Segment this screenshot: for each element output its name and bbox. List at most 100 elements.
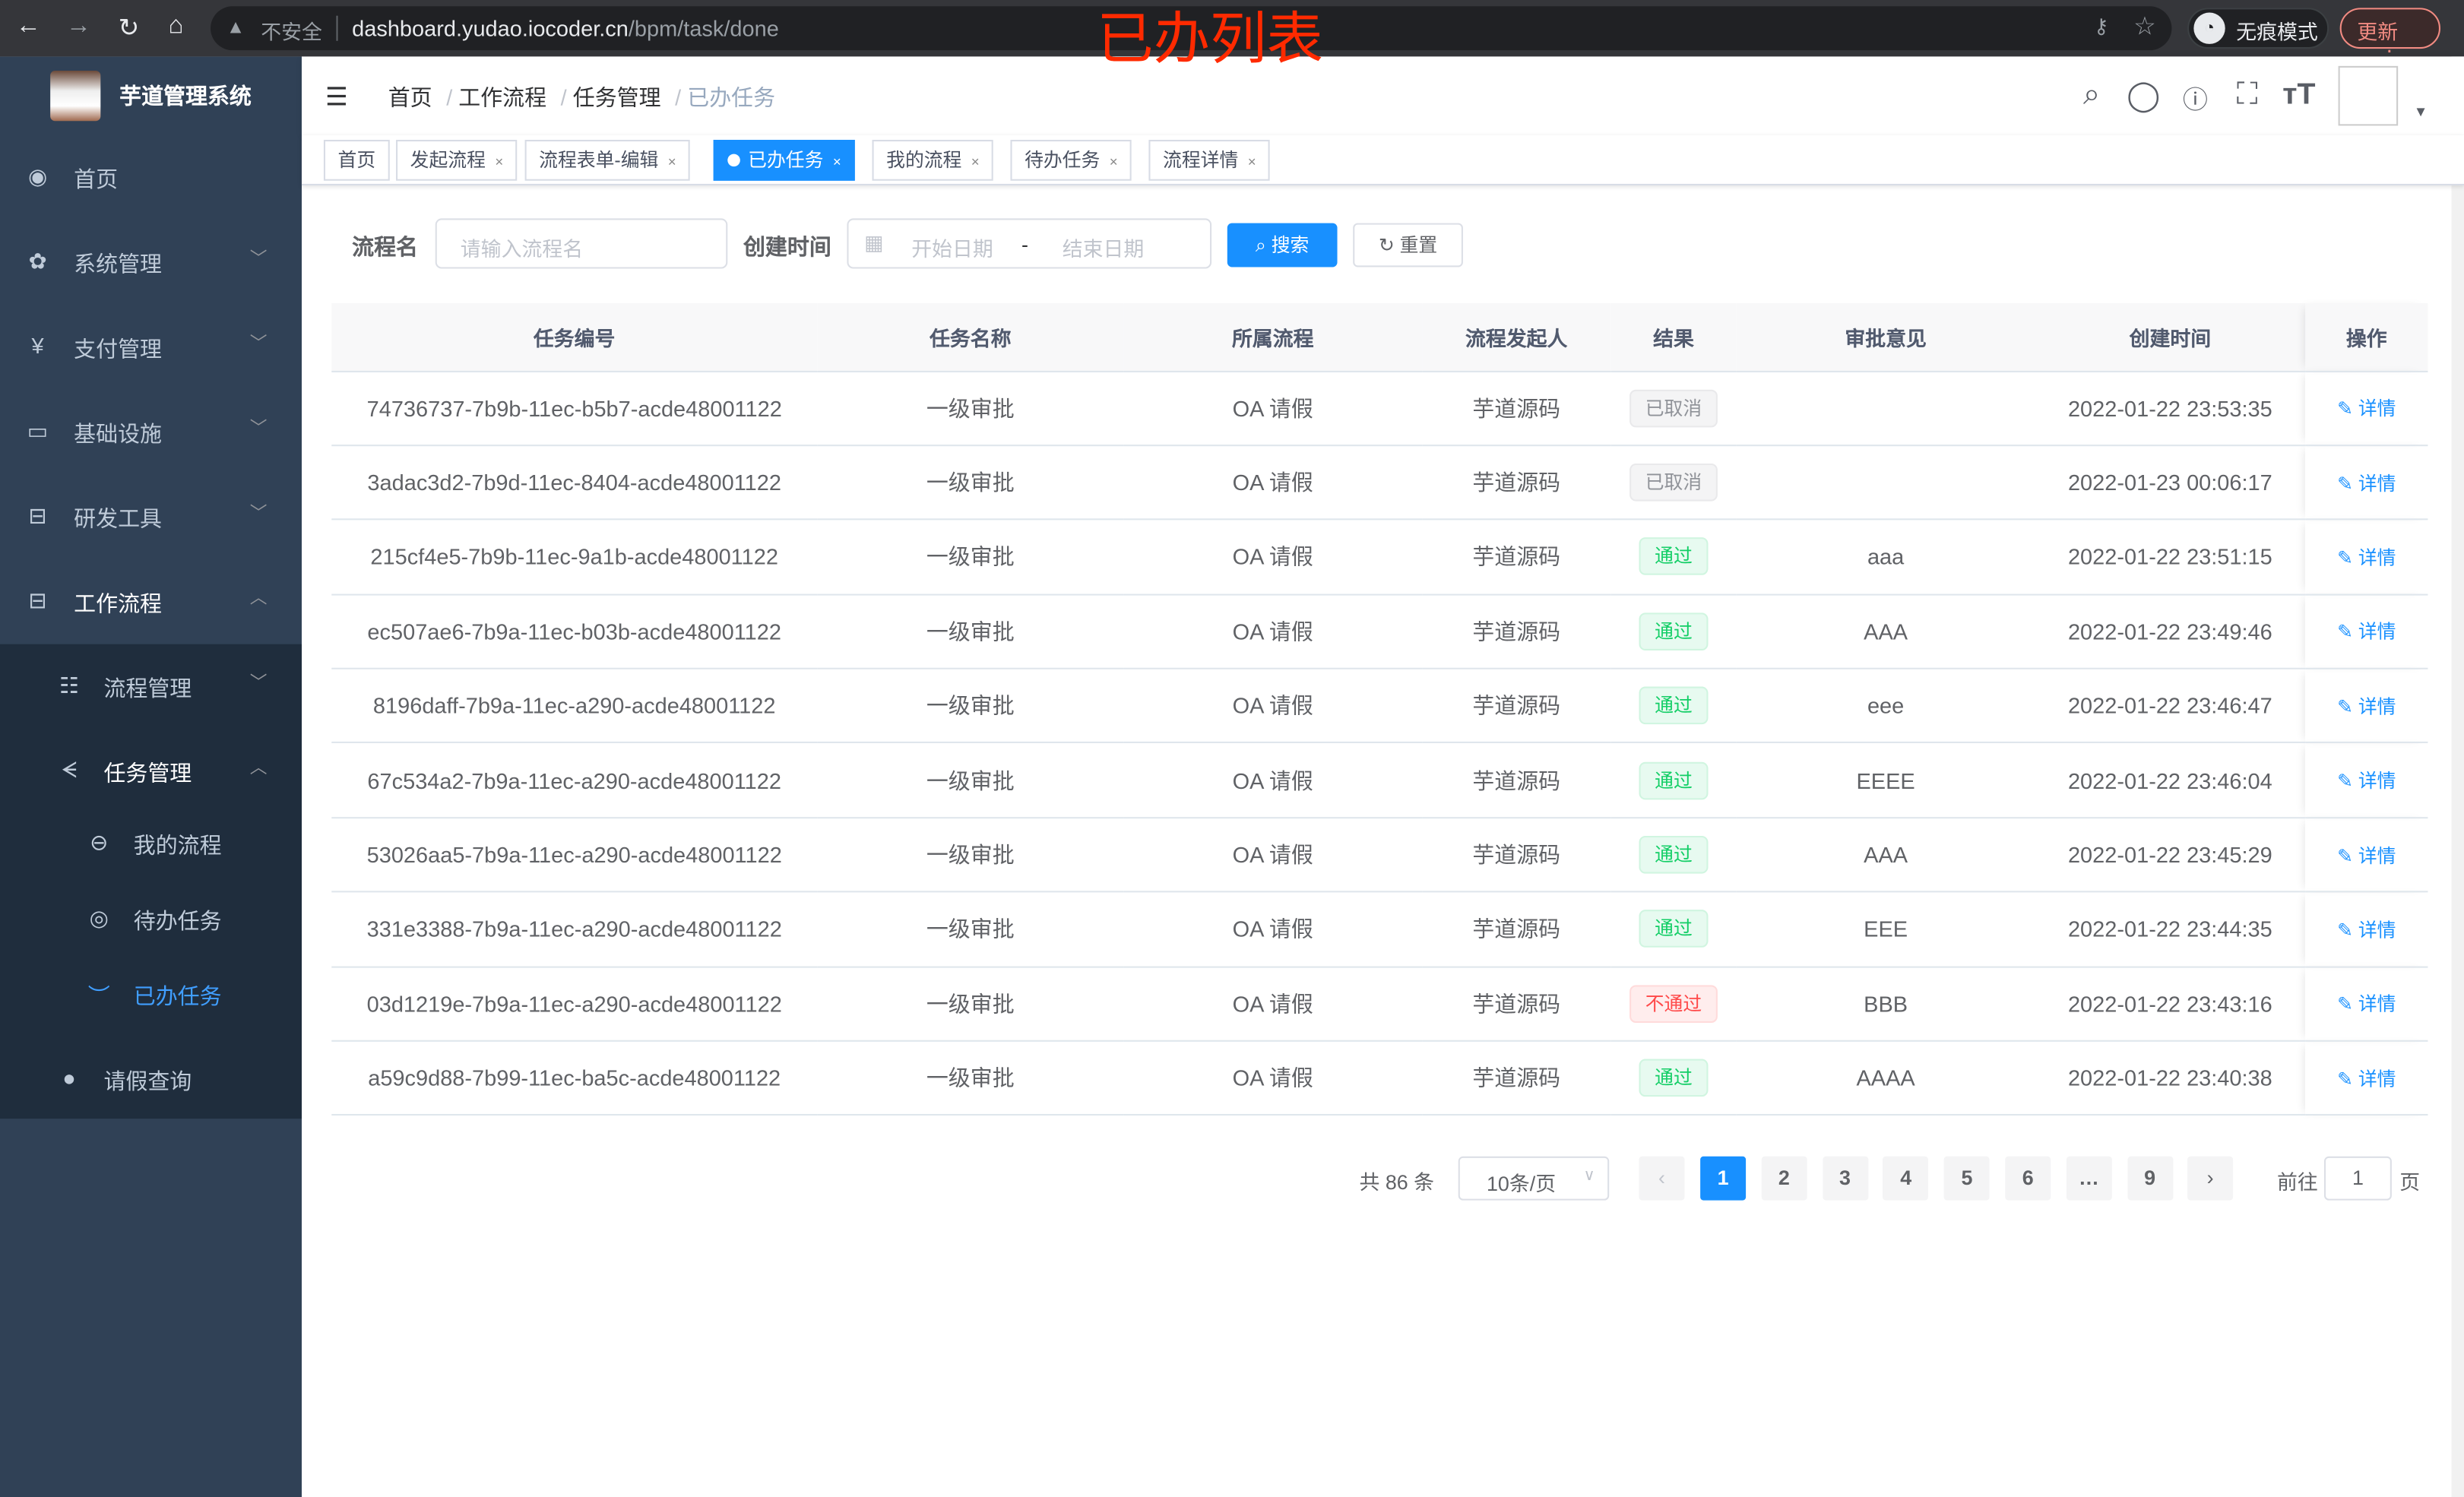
create-time-cell: 2022-01-22 23:51:15 bbox=[2035, 519, 2306, 595]
refresh-icon: ↻ bbox=[1378, 234, 1400, 257]
goto-page-input[interactable]: 1 bbox=[2323, 1156, 2392, 1201]
page-button[interactable]: 5 bbox=[1944, 1156, 1990, 1201]
sidebar-subitem[interactable]: ● 请假查询 bbox=[0, 1037, 302, 1112]
detail-link[interactable]: ✎ 详情 bbox=[2337, 621, 2396, 643]
forward-icon[interactable]: → bbox=[65, 12, 91, 40]
task-id-cell: 67c534a2-7b9a-11ec-a290-acde48001122 bbox=[331, 742, 818, 818]
close-icon[interactable]: × bbox=[1247, 153, 1256, 170]
pagination: 共 86 条 10条/页 ∨ ‹ 1 2 3 4 5 6… 9 › 前往 1 页 bbox=[0, 1156, 2464, 1201]
update-button[interactable]: 更新⋮ bbox=[2339, 8, 2440, 69]
sidebar-subitem[interactable]: ︶ 已办任务 bbox=[0, 961, 302, 1037]
sidebar-item[interactable]: ✿ 系统管理 ﹀ bbox=[0, 220, 302, 305]
result-cell: 已取消 bbox=[1610, 445, 1737, 521]
task-name-cell: 一级审批 bbox=[817, 445, 1124, 521]
column-header: 结果 bbox=[1610, 303, 1737, 372]
detail-link[interactable]: ✎ 详情 bbox=[2337, 397, 2396, 419]
tab-3[interactable]: 已办任务 × bbox=[713, 140, 856, 181]
sidebar-item[interactable]: ◉ 首页 bbox=[0, 135, 302, 220]
page-button[interactable]: 6 bbox=[2005, 1156, 2051, 1201]
breadcrumb-item[interactable]: 工作流程 bbox=[458, 84, 547, 110]
avatar[interactable] bbox=[2338, 65, 2399, 126]
close-icon[interactable]: × bbox=[971, 153, 980, 170]
sidebar-item[interactable]: ⊟ 工作流程 ︿ bbox=[0, 559, 302, 644]
key-icon[interactable]: ⚷ bbox=[2094, 14, 2109, 38]
page-scrollbar[interactable] bbox=[2451, 56, 2464, 1497]
detail-link[interactable]: ✎ 详情 bbox=[2337, 472, 2396, 494]
next-page-button[interactable]: › bbox=[2187, 1156, 2234, 1201]
back-icon[interactable]: ← bbox=[15, 12, 41, 40]
github-icon[interactable]: ◯ bbox=[2127, 80, 2161, 113]
tab-4[interactable]: 我的流程 × bbox=[872, 140, 994, 181]
user-icon: ● bbox=[62, 1065, 76, 1090]
star-icon[interactable]: ☆ bbox=[2133, 14, 2156, 41]
sidebar-logo[interactable]: 芋道管理系统 bbox=[0, 56, 302, 135]
page-button[interactable]: … bbox=[2066, 1156, 2112, 1201]
hamburger-icon[interactable]: ☰ bbox=[325, 84, 348, 112]
column-header: 任务名称 bbox=[817, 303, 1124, 372]
incognito-badge[interactable]: ◔ 无痕模式 bbox=[2187, 8, 2329, 49]
sidebar-item-label: 支付管理 bbox=[74, 336, 162, 362]
task-id-cell: 74736737-7b9b-11ec-b5b7-acde48001122 bbox=[331, 370, 818, 446]
sidebar-item[interactable]: ¥ 支付管理 ﹀ bbox=[0, 305, 302, 390]
goto-suffix: 页 bbox=[2399, 1170, 2421, 1195]
process-name-input[interactable]: 请输入流程名 bbox=[435, 218, 728, 269]
breadcrumb-item[interactable]: 任务管理 bbox=[572, 84, 661, 110]
sidebar-item[interactable]: ▭ 基础设施 ﹀ bbox=[0, 390, 302, 475]
detail-link[interactable]: ✎ 详情 bbox=[2337, 695, 2396, 717]
range-separator: - bbox=[1021, 233, 1028, 257]
search-icon[interactable]: ⌕ bbox=[2082, 78, 2100, 112]
breadcrumb-item[interactable]: 首页 bbox=[388, 84, 432, 110]
tab-6[interactable]: 流程详情 × bbox=[1148, 140, 1271, 181]
sidebar-subitem[interactable]: ⊖ 我的流程 bbox=[0, 811, 302, 886]
sidebar-item[interactable]: ⊟ 研发工具 ﹀ bbox=[0, 474, 302, 559]
detail-link[interactable]: ✎ 详情 bbox=[2337, 1068, 2396, 1090]
detail-link[interactable]: ✎ 详情 bbox=[2337, 546, 2396, 568]
page-button[interactable]: 4 bbox=[1883, 1156, 1929, 1201]
workflow-submenu: ☷ 流程管理 ﹀ ᗕ 任务管理 ︿ ⊖ 我的流程 ◎ 待办任务 ︶ 已办任务 ● 请假查询 bbox=[0, 644, 302, 1119]
start-date-input[interactable]: 开始日期 bbox=[911, 237, 993, 261]
address-bar[interactable]: ▲ 不安全 dashboard.yudao.iocoder.cn/bpm/tas… bbox=[211, 6, 2172, 51]
detail-link[interactable]: ✎ 详情 bbox=[2337, 770, 2396, 792]
prev-page-button[interactable]: ‹ bbox=[1639, 1156, 1685, 1201]
page-button[interactable]: 3 bbox=[1822, 1156, 1868, 1201]
edit-icon: ✎ bbox=[2337, 695, 2358, 718]
sidebar-subitem[interactable]: ◎ 待办任务 bbox=[0, 886, 302, 961]
end-date-input[interactable]: 结束日期 bbox=[1062, 237, 1145, 261]
action-cell: ✎ 详情 bbox=[2305, 817, 2428, 893]
page-button[interactable]: 2 bbox=[1761, 1156, 1807, 1201]
sidebar-subitem[interactable]: ᗕ 任务管理 ︿ bbox=[0, 729, 302, 814]
caret-down-icon[interactable]: ▼ bbox=[2413, 103, 2428, 120]
tab-label: 流程表单-编辑 bbox=[539, 149, 659, 172]
comment-cell bbox=[1736, 370, 2035, 446]
detail-link[interactable]: ✎ 详情 bbox=[2337, 919, 2396, 941]
tab-5[interactable]: 待办任务 × bbox=[1010, 140, 1132, 181]
home-icon[interactable]: ⌂ bbox=[168, 12, 184, 40]
page-size-select[interactable]: 10条/页 ∨ bbox=[1458, 1156, 1610, 1201]
close-icon[interactable]: × bbox=[1109, 153, 1118, 170]
table-row: 3adac3d2-7b9d-11ec-8404-acde48001122 一级审批… bbox=[331, 445, 2428, 521]
page-button[interactable]: 9 bbox=[2127, 1156, 2173, 1201]
result-cell: 已取消 bbox=[1610, 370, 1737, 446]
page-button[interactable]: 1 bbox=[1700, 1156, 1747, 1201]
sidebar-subitem-label: 流程管理 bbox=[103, 676, 192, 701]
help-icon[interactable]: ⓘ bbox=[2182, 87, 2208, 115]
font-size-icon[interactable]: ᴛT bbox=[2282, 78, 2316, 112]
date-range-picker[interactable]: ▦ 开始日期 - 结束日期 bbox=[847, 218, 1212, 269]
tab-0[interactable]: 首页 bbox=[323, 140, 390, 181]
sidebar-subitem-label: 已办任务 bbox=[133, 983, 222, 1009]
reset-button[interactable]: ↻ 重置 bbox=[1353, 223, 1463, 267]
detail-link[interactable]: ✎ 详情 bbox=[2337, 844, 2396, 866]
reload-icon[interactable]: ↻ bbox=[118, 15, 140, 43]
browser-toolbar: ← → ↻ ⌂ ▲ 不安全 dashboard.yudao.iocoder.cn… bbox=[0, 0, 2464, 69]
sidebar-subitem[interactable]: ☷ 流程管理 ﹀ bbox=[0, 644, 302, 730]
tab-2[interactable]: 流程表单-编辑 × bbox=[524, 140, 691, 181]
close-icon[interactable]: × bbox=[667, 153, 676, 170]
fullscreen-icon[interactable]: ⛶ bbox=[2236, 78, 2258, 112]
search-button[interactable]: ⌕ 搜索 bbox=[1227, 223, 1338, 267]
close-icon[interactable]: × bbox=[495, 153, 504, 170]
detail-link[interactable]: ✎ 详情 bbox=[2337, 993, 2396, 1015]
close-icon[interactable]: × bbox=[832, 153, 841, 170]
tab-1[interactable]: 发起流程 × bbox=[396, 140, 518, 181]
create-time-cell: 2022-01-22 23:46:47 bbox=[2035, 668, 2306, 744]
toolbox-icon: ⊟ bbox=[28, 502, 47, 528]
